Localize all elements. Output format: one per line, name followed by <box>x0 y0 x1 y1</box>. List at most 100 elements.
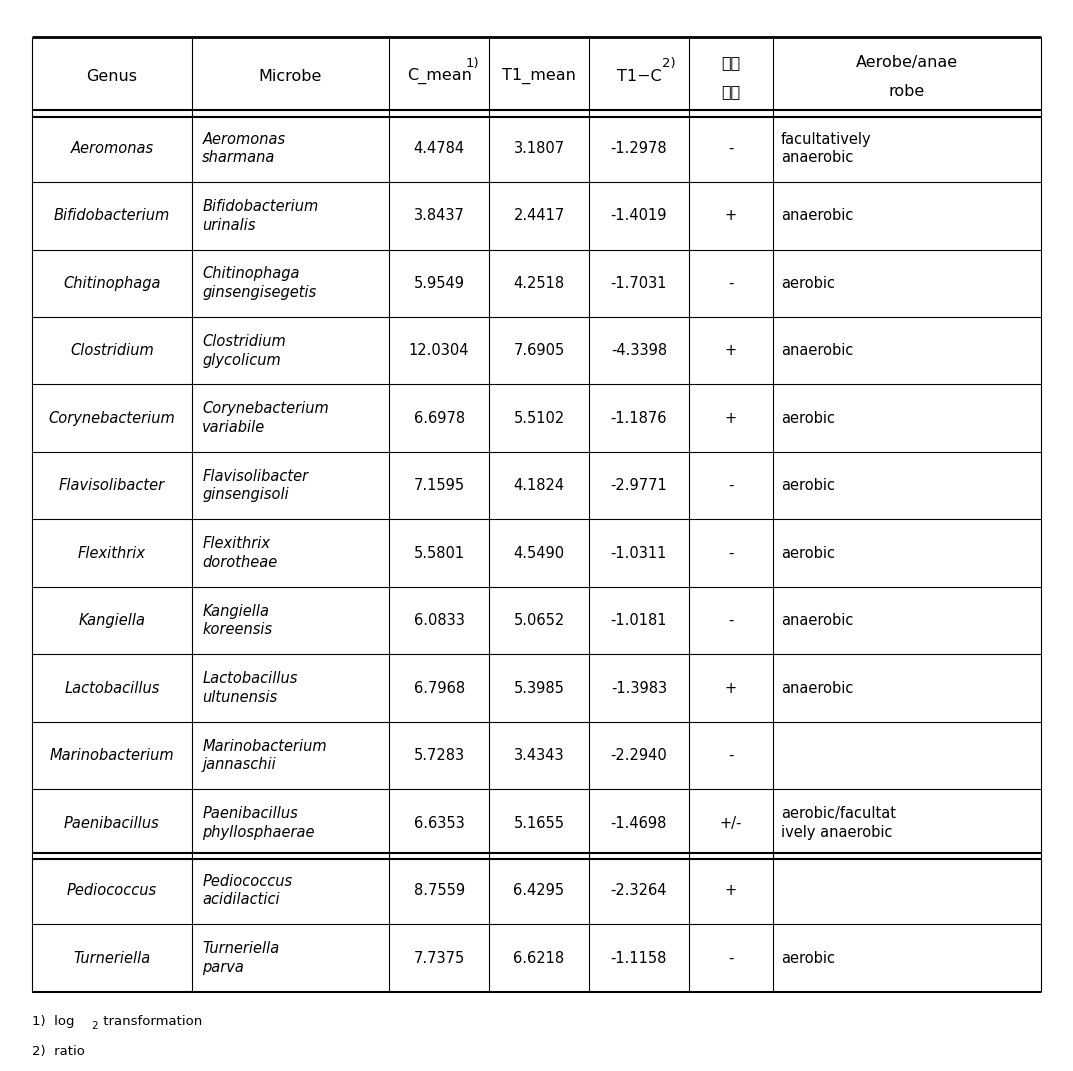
Text: Lactobacillus: Lactobacillus <box>64 680 160 696</box>
Text: Kangiella
koreensis: Kangiella koreensis <box>203 604 273 637</box>
Text: 5.5801: 5.5801 <box>413 545 465 561</box>
Text: C_mean: C_mean <box>407 67 472 85</box>
Text: aerobic: aerobic <box>781 410 835 426</box>
Text: Clostridium: Clostridium <box>70 343 153 359</box>
Text: -1.0181: -1.0181 <box>611 613 667 629</box>
Text: anaerobic: anaerobic <box>781 680 853 696</box>
Text: Flexithrix: Flexithrix <box>78 545 146 561</box>
Text: +: + <box>724 343 737 359</box>
Text: 6.6218: 6.6218 <box>514 950 564 966</box>
Text: 5.9549: 5.9549 <box>414 275 465 291</box>
Text: -2.2940: -2.2940 <box>611 748 667 764</box>
Text: Marinobacterium
jannaschii: Marinobacterium jannaschii <box>203 739 327 772</box>
Text: 6.6978: 6.6978 <box>413 410 465 426</box>
Text: aerobic: aerobic <box>781 275 835 291</box>
Text: Aerobe/anae: Aerobe/anae <box>855 56 958 71</box>
Text: Chitinophaga
ginsengisegetis: Chitinophaga ginsengisegetis <box>203 267 317 300</box>
Text: 6.7968: 6.7968 <box>413 680 465 696</box>
Text: 12.0304: 12.0304 <box>409 343 469 359</box>
Text: 2): 2) <box>662 57 676 70</box>
Text: Paenibacillus: Paenibacillus <box>64 815 160 831</box>
Text: Flavisolibacter: Flavisolibacter <box>59 478 165 494</box>
Text: +/-: +/- <box>720 815 741 831</box>
Text: -1.4698: -1.4698 <box>611 815 667 831</box>
Text: -1.1158: -1.1158 <box>611 950 667 966</box>
Text: 5.0652: 5.0652 <box>513 613 564 629</box>
Text: +: + <box>724 680 737 696</box>
Text: 염색: 염색 <box>721 84 740 99</box>
Text: Lactobacillus
ultunensis: Lactobacillus ultunensis <box>203 672 297 705</box>
Text: 4.1824: 4.1824 <box>514 478 564 494</box>
Text: transformation: transformation <box>99 1015 202 1028</box>
Text: -: - <box>727 275 733 291</box>
Text: 7.7375: 7.7375 <box>413 950 465 966</box>
Text: 8.7559: 8.7559 <box>413 883 465 899</box>
Text: -2.9771: -2.9771 <box>611 478 667 494</box>
Text: -1.4019: -1.4019 <box>611 208 667 224</box>
Text: -2.3264: -2.3264 <box>611 883 667 899</box>
Text: 그람: 그람 <box>721 56 740 71</box>
Text: 1)  log: 1) log <box>32 1015 75 1028</box>
Text: Microbe: Microbe <box>259 69 322 84</box>
Text: -: - <box>727 748 733 764</box>
Text: 5.7283: 5.7283 <box>413 748 465 764</box>
Text: -: - <box>727 613 733 629</box>
Text: Aeromonas
sharmana: Aeromonas sharmana <box>203 132 285 165</box>
Text: Pediococcus
acidilactici: Pediococcus acidilactici <box>203 874 293 907</box>
Text: Bifidobacterium: Bifidobacterium <box>54 208 170 224</box>
Text: aerobic: aerobic <box>781 545 835 561</box>
Text: 3.4343: 3.4343 <box>514 748 564 764</box>
Text: T1_mean: T1_mean <box>502 67 576 85</box>
Text: Turneriella: Turneriella <box>73 950 150 966</box>
Text: Marinobacterium: Marinobacterium <box>49 748 174 764</box>
Text: -1.2978: -1.2978 <box>611 140 667 156</box>
Text: 6.4295: 6.4295 <box>514 883 564 899</box>
Text: -: - <box>727 478 733 494</box>
Text: -1.7031: -1.7031 <box>611 275 667 291</box>
Text: Flexithrix
dorotheae: Flexithrix dorotheae <box>203 537 278 570</box>
Text: +: + <box>724 208 737 224</box>
Text: 5.1655: 5.1655 <box>514 815 564 831</box>
Text: anaerobic: anaerobic <box>781 343 853 359</box>
Text: -: - <box>727 950 733 966</box>
Text: Corynebacterium
variabile: Corynebacterium variabile <box>203 402 329 435</box>
Text: 2)  ratio: 2) ratio <box>32 1045 85 1058</box>
Text: -1.3983: -1.3983 <box>611 680 667 696</box>
Text: Genus: Genus <box>86 69 137 84</box>
Text: aerobic: aerobic <box>781 950 835 966</box>
Text: +: + <box>724 883 737 899</box>
Text: -1.0311: -1.0311 <box>611 545 667 561</box>
Text: 3.8437: 3.8437 <box>414 208 465 224</box>
Text: 3.1807: 3.1807 <box>514 140 564 156</box>
Text: Clostridium
glycolicum: Clostridium glycolicum <box>203 334 286 367</box>
Text: Kangiella: Kangiella <box>78 613 145 629</box>
Text: 2: 2 <box>91 1021 98 1030</box>
Text: 5.3985: 5.3985 <box>514 680 564 696</box>
Text: +: + <box>724 410 737 426</box>
Text: -: - <box>727 545 733 561</box>
Text: 2.4417: 2.4417 <box>513 208 564 224</box>
Text: Turneriella
parva: Turneriella parva <box>203 941 280 975</box>
Text: 6.6353: 6.6353 <box>414 815 465 831</box>
Text: 4.2518: 4.2518 <box>514 275 564 291</box>
Text: -4.3398: -4.3398 <box>611 343 667 359</box>
Text: 6.0833: 6.0833 <box>414 613 465 629</box>
Text: Corynebacterium: Corynebacterium <box>48 410 175 426</box>
Text: Pediococcus: Pediococcus <box>67 883 157 899</box>
Text: T1−C: T1−C <box>617 69 661 84</box>
Text: aerobic/facultat
ively anaerobic: aerobic/facultat ively anaerobic <box>781 806 896 840</box>
Text: 1): 1) <box>466 57 480 70</box>
Text: anaerobic: anaerobic <box>781 208 853 224</box>
Text: 7.1595: 7.1595 <box>413 478 465 494</box>
Text: Aeromonas: Aeromonas <box>71 140 153 156</box>
Text: 4.5490: 4.5490 <box>514 545 564 561</box>
Text: Bifidobacterium
urinalis: Bifidobacterium urinalis <box>203 199 319 232</box>
Text: aerobic: aerobic <box>781 478 835 494</box>
Text: 5.5102: 5.5102 <box>513 410 564 426</box>
Text: -1.1876: -1.1876 <box>611 410 667 426</box>
Text: Paenibacillus
phyllosphaerae: Paenibacillus phyllosphaerae <box>203 806 314 840</box>
Text: Chitinophaga: Chitinophaga <box>63 275 161 291</box>
Text: anaerobic: anaerobic <box>781 613 853 629</box>
Text: 7.6905: 7.6905 <box>513 343 564 359</box>
Text: facultatively
anaerobic: facultatively anaerobic <box>781 132 871 165</box>
